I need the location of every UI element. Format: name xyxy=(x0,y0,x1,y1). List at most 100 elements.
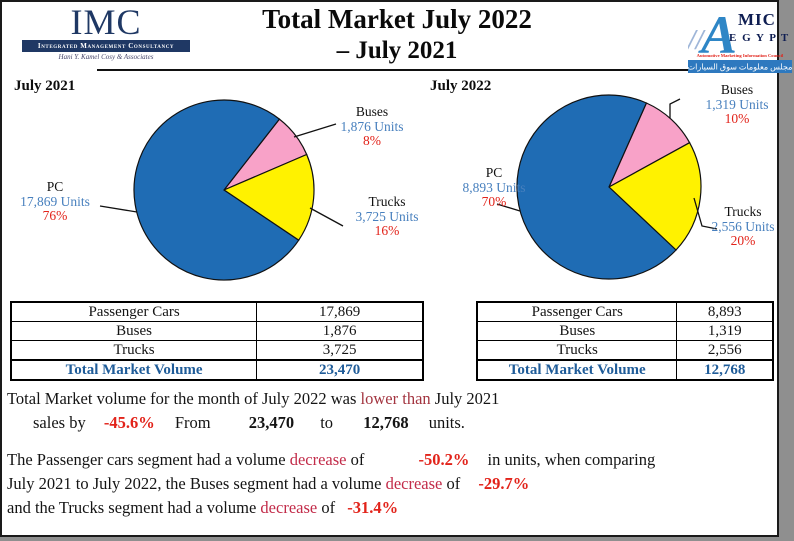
summary-4d-pct: -29.7% xyxy=(478,474,530,493)
pie-chart-july-2022 xyxy=(496,94,718,280)
chart-title-july-2021: July 2021 xyxy=(14,78,76,94)
title-divider xyxy=(97,69,703,71)
summary-3a: The Passenger cars segment had a volume xyxy=(7,450,286,469)
summary-2a: sales by xyxy=(33,413,86,432)
summary-2b-pct: -45.6% xyxy=(103,413,155,432)
imc-banner-text: Integrated Management Consultancy xyxy=(22,40,190,52)
label-2022-pc-units: 8,893 Units xyxy=(462,179,526,195)
callout-line xyxy=(309,207,344,227)
charts-section: July 2021 July 2022 PC 17,869 Units 76% … xyxy=(2,76,777,300)
summary-4b-decrease: decrease xyxy=(385,474,443,493)
label-2022-buses-units: 1,319 Units xyxy=(705,96,769,112)
summary-3c: of xyxy=(350,450,365,469)
label-2021-pc-name: PC xyxy=(46,179,64,194)
total-value: 23,470 xyxy=(256,359,424,381)
row-value: 3,725 xyxy=(256,340,424,361)
label-2021-pc-pct: 76% xyxy=(42,208,68,223)
summary-4c: of xyxy=(446,474,461,493)
summary-line-1: Total Market volume for the month of Jul… xyxy=(7,387,775,411)
summary-line-2: sales by -45.6% From 23,470 to 12,768 un… xyxy=(7,411,775,435)
amic-mic-text: MIC xyxy=(738,10,776,29)
table-row: Trucks 2,556 xyxy=(476,340,774,361)
summary-text: Total Market volume for the month of Jul… xyxy=(7,387,775,520)
page-title: Total Market July 2022 – July 2021 xyxy=(207,3,587,66)
summary-5b-decrease: decrease xyxy=(260,498,318,517)
imc-logo: IMC Integrated Management Consultancy Ha… xyxy=(22,4,190,62)
callout-line xyxy=(669,98,681,118)
table-row: Trucks 3,725 xyxy=(10,340,424,361)
callout-line xyxy=(693,197,718,230)
table-total-row: Total Market Volume 12,768 xyxy=(476,359,774,381)
summary-line-5: and the Trucks segment had a volume decr… xyxy=(7,496,775,520)
label-2022-trucks-pct: 20% xyxy=(730,233,756,248)
total-label: Total Market Volume xyxy=(10,359,258,381)
row-value: 2,556 xyxy=(676,340,774,361)
summary-3b-decrease: decrease xyxy=(289,450,347,469)
label-2022-pc: PC 8,893 Units 70% xyxy=(446,165,542,210)
label-2022-pc-pct: 70% xyxy=(481,194,507,209)
label-2021-buses: Buses 1,876 Units 8% xyxy=(332,104,412,149)
summary-line-4: July 2021 to July 2022, the Buses segmen… xyxy=(7,472,775,496)
row-value: 8,893 xyxy=(676,301,774,322)
summary-5a: and the Trucks segment had a volume xyxy=(7,498,257,517)
label-2021-buses-name: Buses xyxy=(355,104,389,119)
summary-2f-num: 12,768 xyxy=(363,413,409,432)
label-2021-trucks-pct: 16% xyxy=(374,223,400,238)
pie-slice-trucks xyxy=(222,153,315,242)
total-label: Total Market Volume xyxy=(476,359,678,381)
label-2022-trucks-name: Trucks xyxy=(724,204,762,219)
market-table-july-2021: Passenger Cars 17,869 Buses 1,876 Trucks… xyxy=(10,301,424,381)
label-2021-trucks-name: Trucks xyxy=(368,194,406,209)
row-label: Trucks xyxy=(10,340,258,361)
imc-acronym: IMC xyxy=(70,2,142,42)
row-label: Buses xyxy=(10,321,258,341)
summary-1c: July 2021 xyxy=(434,389,500,408)
total-value: 12,768 xyxy=(676,359,774,381)
table-total-row: Total Market Volume 23,470 xyxy=(10,359,424,381)
row-value: 17,869 xyxy=(256,301,424,322)
summary-5d-pct: -31.4% xyxy=(347,498,399,517)
label-2021-buses-pct: 8% xyxy=(363,133,381,148)
summary-1a: Total Market volume for the month of Jul… xyxy=(7,389,357,408)
pie-slice-pc xyxy=(133,99,300,281)
amic-letter-a: A xyxy=(698,5,737,65)
amic-arabic-text: مجلس معلومات سوق السيارات xyxy=(688,63,792,72)
label-2021-trucks-units: 3,725 Units xyxy=(355,208,419,224)
row-label: Passenger Cars xyxy=(10,301,258,322)
callout-line xyxy=(99,205,138,213)
market-table-july-2022: Passenger Cars 8,893 Buses 1,319 Trucks … xyxy=(476,301,774,381)
label-2022-buses-pct: 10% xyxy=(724,111,750,126)
summary-line-3: The Passenger cars segment had a volume … xyxy=(7,448,775,472)
label-2021-pc: PC 17,869 Units 76% xyxy=(10,179,100,224)
amic-logo: // A MIC E G Y P T Automotive Marketing … xyxy=(686,3,792,75)
row-label: Passenger Cars xyxy=(476,301,678,322)
row-label: Trucks xyxy=(476,340,678,361)
amic-logo-graphic: // A MIC E G Y P T Automotive Marketing … xyxy=(686,5,792,73)
label-2021-trucks: Trucks 3,725 Units 16% xyxy=(346,194,428,239)
pie-chart-july-2021 xyxy=(99,99,344,281)
amic-arabic-band xyxy=(688,60,792,73)
label-2022-trucks: Trucks 2,556 Units 20% xyxy=(698,204,788,249)
imc-tagline: Hani Y. Kamel Cosy & Associates xyxy=(58,53,154,61)
chart-title-july-2022: July 2022 xyxy=(430,78,492,94)
table-row: Buses 1,319 xyxy=(476,321,774,341)
label-2022-pc-name: PC xyxy=(485,165,503,180)
amic-council-text: Automotive Marketing Information Council xyxy=(697,53,784,58)
label-2022-buses: Buses 1,319 Units 10% xyxy=(694,82,780,127)
amic-slashes: // xyxy=(688,25,706,56)
label-2022-trucks-units: 2,556 Units xyxy=(711,218,775,234)
summary-3e: in units, when comparing xyxy=(487,450,656,469)
page-title-line1: Total Market July 2022 xyxy=(262,4,532,34)
callout-line xyxy=(496,203,521,212)
label-2022-buses-name: Buses xyxy=(720,82,754,97)
summary-3d-pct: -50.2% xyxy=(418,450,470,469)
callout-line xyxy=(293,123,337,138)
table-row: Passenger Cars 17,869 xyxy=(10,301,424,322)
pie-slice-pc xyxy=(516,94,677,280)
pie-slice-trucks xyxy=(607,141,702,251)
table-row: Passenger Cars 8,893 xyxy=(476,301,774,322)
row-label: Buses xyxy=(476,321,678,341)
table-row: Buses 1,876 xyxy=(10,321,424,341)
